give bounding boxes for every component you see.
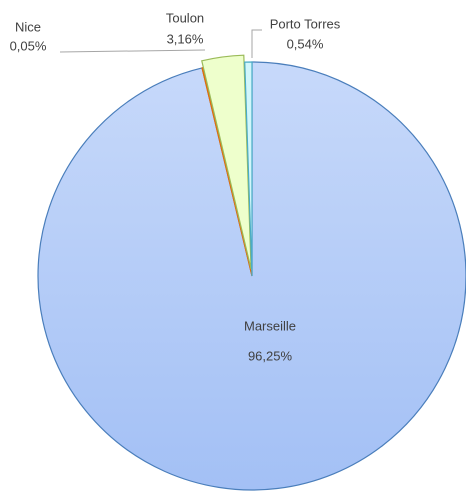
leader-line — [59, 49, 206, 53]
value-label: 96,25% — [248, 348, 293, 363]
pie-slice — [201, 54, 252, 270]
value-label: 0,05% — [10, 38, 47, 53]
pie-slice — [244, 61, 253, 277]
value-label: 0,54% — [287, 36, 324, 51]
pie-slice — [201, 67, 253, 277]
pie — [37, 54, 466, 491]
category-label: Porto Torres — [270, 16, 341, 31]
category-label: Nice — [15, 19, 41, 34]
value-label: 3,16% — [167, 31, 204, 46]
labels: Marseille 96,25% Nice 0,05% Toulon 3,16% Porto… — [10, 10, 341, 363]
category-label: Marseille — [244, 318, 296, 333]
category-label: Toulon — [166, 10, 204, 25]
leader-line — [251, 29, 262, 58]
